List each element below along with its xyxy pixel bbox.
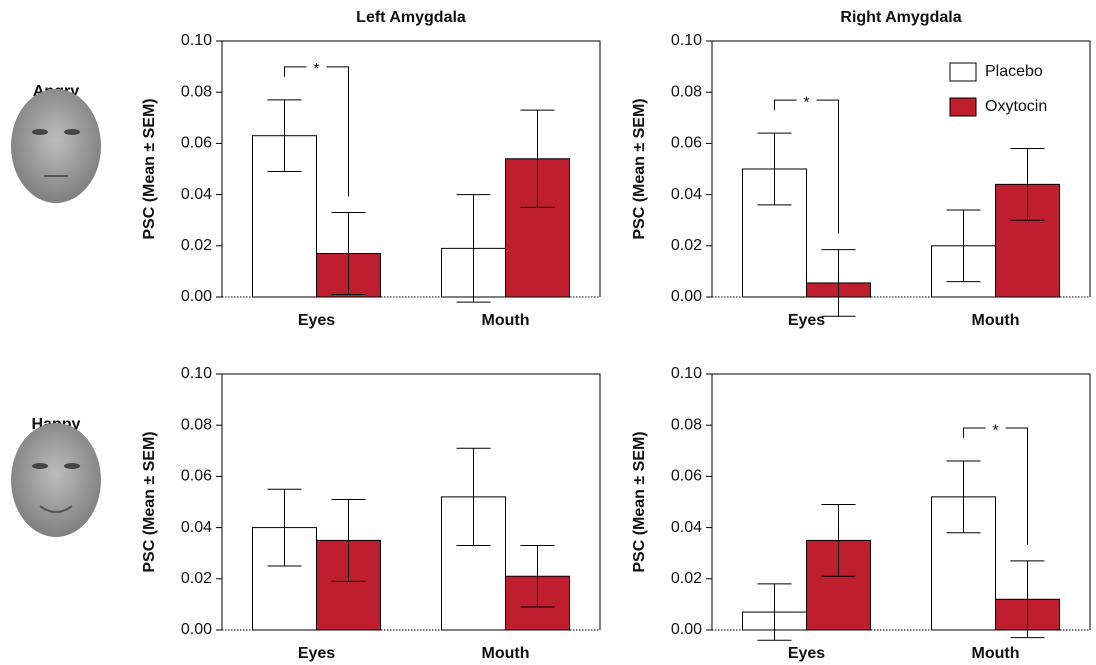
panel: PSC (Mean ± SEM) 0.00 0.02 0.04 0.06 0.08 0.10… [631, 365, 1090, 662]
y-tick-label: 0.08 [181, 83, 212, 100]
panel: PSC (Mean ± SEM) 0.00 0.02 0.04 0.06 0.08 0.10… [141, 365, 600, 662]
panel-title: Right Amygdala [840, 9, 961, 26]
y-tick-label: 0.06 [181, 468, 212, 485]
page: Angry Happy Left AmygdalaPSC (Mean ± SEM… [0, 0, 1096, 665]
x-tick-label: Mouth [482, 645, 530, 662]
legend-label: Oxytocin [985, 98, 1047, 115]
y-tick-label: 0.00 [181, 621, 212, 638]
y-tick-label: 0.06 [671, 135, 702, 152]
y-tick-label: 0.10 [671, 365, 702, 382]
y-tick-label: 0.10 [671, 32, 702, 49]
x-tick-label: Eyes [788, 645, 825, 662]
panel-title: Left Amygdala [356, 9, 466, 26]
y-axis-label: PSC (Mean ± SEM) [631, 431, 648, 572]
y-tick-label: 0.10 [181, 32, 212, 49]
x-tick-label: Mouth [482, 312, 530, 329]
y-axis-label: PSC (Mean ± SEM) [631, 98, 648, 239]
y-tick-label: 0.00 [181, 288, 212, 305]
x-tick-label: Mouth [972, 312, 1020, 329]
y-tick-label: 0.08 [181, 416, 212, 433]
y-tick-label: 0.00 [671, 288, 702, 305]
face-icon [11, 89, 101, 203]
legend-swatch [950, 98, 976, 116]
y-tick-label: 0.04 [181, 519, 212, 536]
figure: Angry Happy Left AmygdalaPSC (Mean ± SEM… [0, 0, 1096, 665]
y-axis-label: PSC (Mean ± SEM) [141, 431, 158, 572]
x-tick-label: Eyes [298, 645, 335, 662]
y-tick-label: 0.08 [671, 83, 702, 100]
significance-label: * [992, 422, 998, 439]
y-tick-label: 0.04 [671, 186, 702, 203]
panel: Left Amygdala PSC (Mean ± SEM) 0.00 0.02 0.0… [141, 9, 600, 329]
y-tick-label: 0.02 [181, 570, 212, 587]
y-tick-label: 0.02 [671, 237, 702, 254]
x-tick-label: Eyes [298, 312, 335, 329]
y-tick-label: 0.10 [181, 365, 212, 382]
y-tick-label: 0.02 [181, 237, 212, 254]
y-tick-label: 0.02 [671, 570, 702, 587]
panel: Right Amygdala PSC (Mean ± SEM) 0.00 0.02 0.… [631, 9, 1090, 329]
significance-label: * [803, 94, 809, 111]
axis-frame [712, 374, 1090, 630]
y-tick-label: 0.00 [671, 621, 702, 638]
significance-label: * [313, 61, 319, 78]
x-tick-label: Mouth [972, 645, 1020, 662]
y-tick-label: 0.04 [181, 186, 212, 203]
y-tick-label: 0.06 [671, 468, 702, 485]
face-icon [11, 423, 101, 537]
legend-swatch [950, 63, 976, 81]
y-tick-label: 0.08 [671, 416, 702, 433]
y-tick-label: 0.06 [181, 135, 212, 152]
x-tick-label: Eyes [788, 312, 825, 329]
y-tick-label: 0.04 [671, 519, 702, 536]
legend-label: Placebo [985, 63, 1043, 80]
y-axis-label: PSC (Mean ± SEM) [141, 98, 158, 239]
